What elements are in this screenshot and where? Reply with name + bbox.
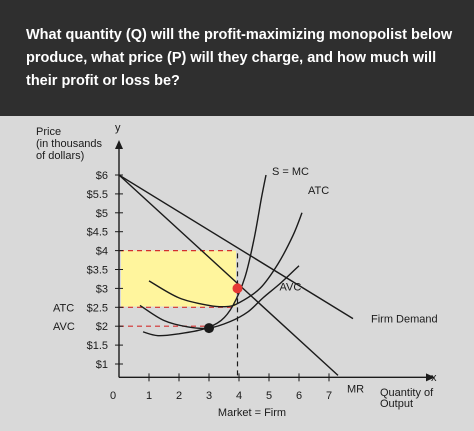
y-tick-label: $5.5	[87, 189, 108, 201]
y-tick-label: $1.5	[87, 340, 108, 352]
x-axis-title-line: Output	[380, 398, 413, 410]
mc-curve	[142, 174, 267, 337]
y-tick-label: $2	[96, 321, 108, 333]
y-tick-label: $1	[96, 359, 108, 371]
y-axis-title-line: of dollars)	[36, 150, 84, 162]
x-tick-label: 1	[146, 390, 152, 402]
x-tick-label: 4	[236, 390, 242, 402]
x-axis-arrow	[426, 373, 435, 382]
y-tick-prefix-label: AVC	[53, 321, 75, 333]
mr-mc-intersection-point	[232, 283, 243, 294]
y-axis-title-line: (in thousands	[36, 138, 103, 150]
x-tick-label: 6	[296, 390, 302, 402]
question-text: What quantity (Q) will the profit-maximi…	[26, 27, 453, 89]
y-tick-label: $3.5	[87, 265, 108, 277]
y-tick-label: $2.5	[87, 302, 108, 314]
y-tick-label: $6	[96, 170, 108, 182]
x-axis-caption: Market = Firm	[218, 407, 286, 419]
avc-minimum-point	[204, 323, 214, 334]
y-axis-arrow	[115, 140, 123, 149]
x-tick-label: 7	[326, 390, 332, 402]
atc-curve	[148, 212, 303, 308]
atc-label: ATC	[308, 185, 329, 197]
x-tick-label: 3	[206, 390, 212, 402]
mr-label: MR	[347, 383, 364, 395]
avc-curve	[139, 265, 300, 330]
y-axis-title-line: Price	[36, 126, 61, 138]
demand-curve	[118, 174, 354, 320]
y-tick-label: $3	[96, 283, 108, 295]
x-tick-label: 2	[176, 390, 182, 402]
y-tick-label: $4.5	[87, 227, 108, 239]
y-tick-label: $4	[96, 246, 108, 258]
mc-label: S = MC	[272, 166, 309, 178]
y-tick-label: $5	[96, 208, 108, 220]
y-axis-symbol: y	[115, 122, 121, 134]
x-axis-symbol: x	[431, 372, 437, 384]
avc-label: AVC	[280, 281, 302, 293]
x-axis-title-line: Quantity of	[380, 387, 434, 399]
demand-label: Firm Demand	[371, 313, 438, 325]
mr-curve	[118, 174, 339, 376]
y-tick-prefix-label: ATC	[53, 302, 74, 314]
x-tick-label: 5	[266, 390, 272, 402]
x-tick-label: 0	[110, 390, 116, 402]
